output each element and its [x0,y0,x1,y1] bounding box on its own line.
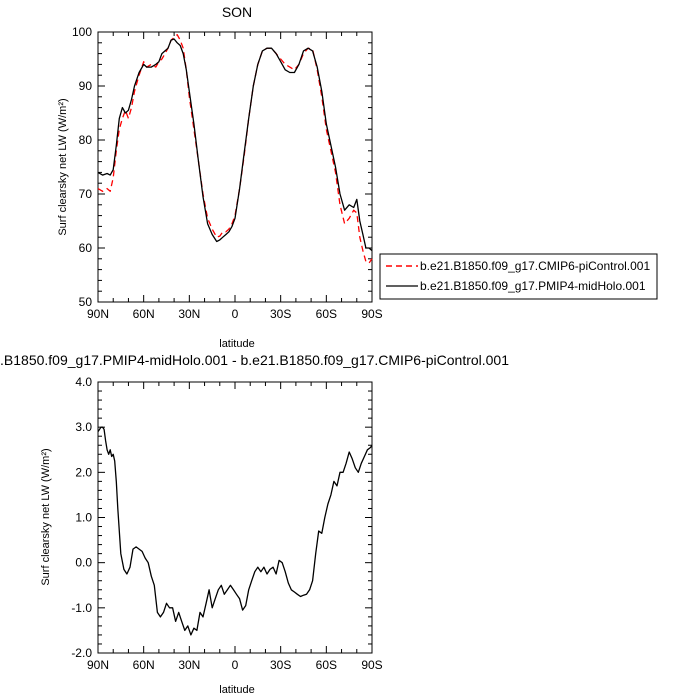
bottom-ytick-label: 3.0 [75,420,92,434]
top-xtick-label: 30S [270,307,291,321]
legend: b.e21.B1850.f09_g17.CMIP6-piControl.001 … [379,253,658,300]
legend-box [379,253,658,300]
bottom-chart-title: b.e21.B1850.f09_g17.PMIP4-midHolo.001 - … [0,352,509,368]
bottom-xtick-label: 30S [270,658,291,672]
top-ytick-label: 50 [79,295,93,309]
bottom-ytick-label: 2.0 [75,465,92,479]
bottom-ytick-label: 1.0 [75,511,92,525]
bottom-xtick-label: 60N [133,658,155,672]
top-xtick-label: 0 [232,307,239,321]
bottom-chart-ticks: 90N 60N 30N 0 30S 60S 90S -2.0 -1.0 0.0 1.0 2.0 3.0 4… [71,375,382,672]
bottom-chart-series [97,426,373,636]
top-ytick-label: 100 [72,25,92,39]
top-xtick-label: 60S [316,307,337,321]
top-chart-xlabel: latitude [219,338,254,350]
bottom-ytick-label: 0.0 [75,556,92,570]
top-ytick-label: 90 [79,79,93,93]
legend-label-midholo: b.e21.B1850.f09_g17.PMIP4-midHolo.001 [420,279,646,293]
bottom-ytick-label: -1.0 [71,601,92,615]
top-series-line-midholo [97,38,373,252]
bottom-chart-xlabel: latitude [219,684,254,696]
top-ytick-label: 60 [79,241,93,255]
bottom-xtick-label: 90S [361,658,382,672]
bottom-chart-ylabel: Surf clearsky net LW (W/m²) [40,448,52,585]
bottom-xtick-label: 60S [316,658,337,672]
top-chart-series [97,34,373,264]
bottom-ytick-label: -2.0 [71,646,92,660]
bottom-xtick-label: 30N [178,658,200,672]
top-chart-ylabel: Surf clearsky net LW (W/m²) [57,98,69,235]
top-series-line-picontrol [97,34,373,264]
top-xtick-label: 30N [178,307,200,321]
legend-label-picontrol: b.e21.B1850.f09_g17.CMIP6-piControl.001 [420,259,650,273]
bottom-ytick-label: 4.0 [75,375,92,389]
top-chart-ticks: 90N 60N 30N 0 30S 60S 90S 50 60 70 80 90 100 [72,25,383,321]
bottom-xtick-label: 0 [232,658,239,672]
bottom-chart-frame [97,381,373,654]
bottom-xtick-label: 90N [87,658,109,672]
top-xtick-label: 60N [133,307,155,321]
top-chart-title: SON [222,4,252,20]
top-xtick-label: 90S [361,307,382,321]
top-ytick-label: 70 [79,187,93,201]
bottom-series-line-difference [97,426,373,636]
top-xtick-label: 90N [87,307,109,321]
top-ytick-label: 80 [79,133,93,147]
